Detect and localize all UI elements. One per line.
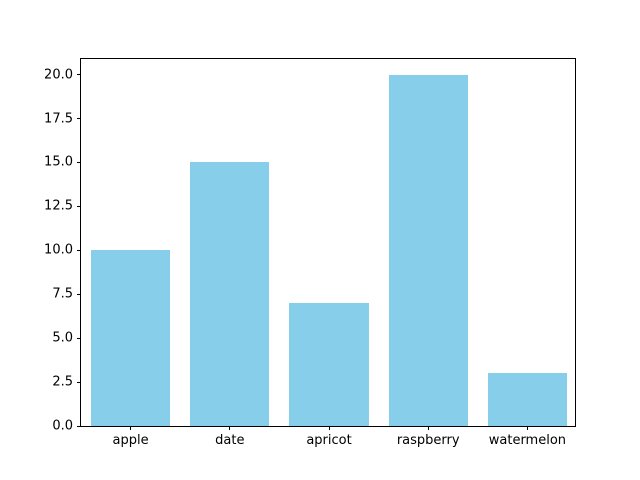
y-tick-mark [77, 293, 81, 295]
y-tick-mark [77, 205, 81, 207]
bar-date [190, 162, 270, 426]
y-tick-label: 0.0 [52, 418, 73, 434]
y-tick-label: 2.5 [52, 374, 73, 390]
bar-watermelon [487, 373, 568, 426]
y-tick-mark [77, 118, 81, 119]
y-tick-mark [77, 381, 81, 383]
x-tick-mark [328, 426, 330, 430]
y-tick-mark [77, 161, 81, 163]
y-tick-mark [77, 74, 81, 76]
x-tick-label: raspberry [396, 433, 460, 448]
x-tick-mark [427, 426, 429, 430]
x-tick-mark [526, 426, 528, 430]
x-tick-label: watermelon [488, 433, 567, 448]
y-tick-label: 12.5 [44, 198, 73, 214]
y-tick-mark [77, 337, 81, 339]
y-tick-label: 17.5 [44, 111, 73, 126]
x-tick-mark [229, 426, 231, 430]
y-tick-label: 20.0 [44, 67, 73, 83]
bar-raspberry [388, 74, 468, 426]
x-tick-label: date [215, 433, 245, 448]
y-tick-label: 5.0 [52, 330, 73, 346]
x-tick-mark [130, 426, 132, 430]
x-tick-label: apple [112, 433, 149, 448]
y-tick-mark [77, 425, 81, 427]
y-tick-label: 7.5 [52, 286, 73, 302]
bar-apricot [289, 303, 369, 426]
y-tick-label: 15.0 [44, 154, 73, 170]
x-tick-label: apricot [306, 433, 352, 448]
plot-area: 0.0 2.5 5.0 7.5 10.0 12.5 15.0 17.5 20.0 apple dat… [44, 58, 576, 447]
bar-apple [90, 250, 171, 426]
y-tick-mark [77, 249, 81, 251]
y-tick-label: 10.0 [44, 242, 73, 258]
